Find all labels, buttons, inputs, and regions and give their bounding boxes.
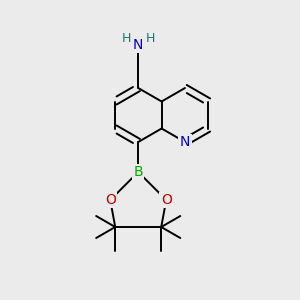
Text: H: H	[122, 32, 131, 44]
Text: N: N	[133, 38, 143, 52]
Text: B: B	[134, 165, 143, 179]
Text: N: N	[180, 135, 190, 149]
Text: O: O	[105, 193, 116, 207]
Text: O: O	[161, 193, 172, 207]
Text: H: H	[146, 32, 155, 44]
